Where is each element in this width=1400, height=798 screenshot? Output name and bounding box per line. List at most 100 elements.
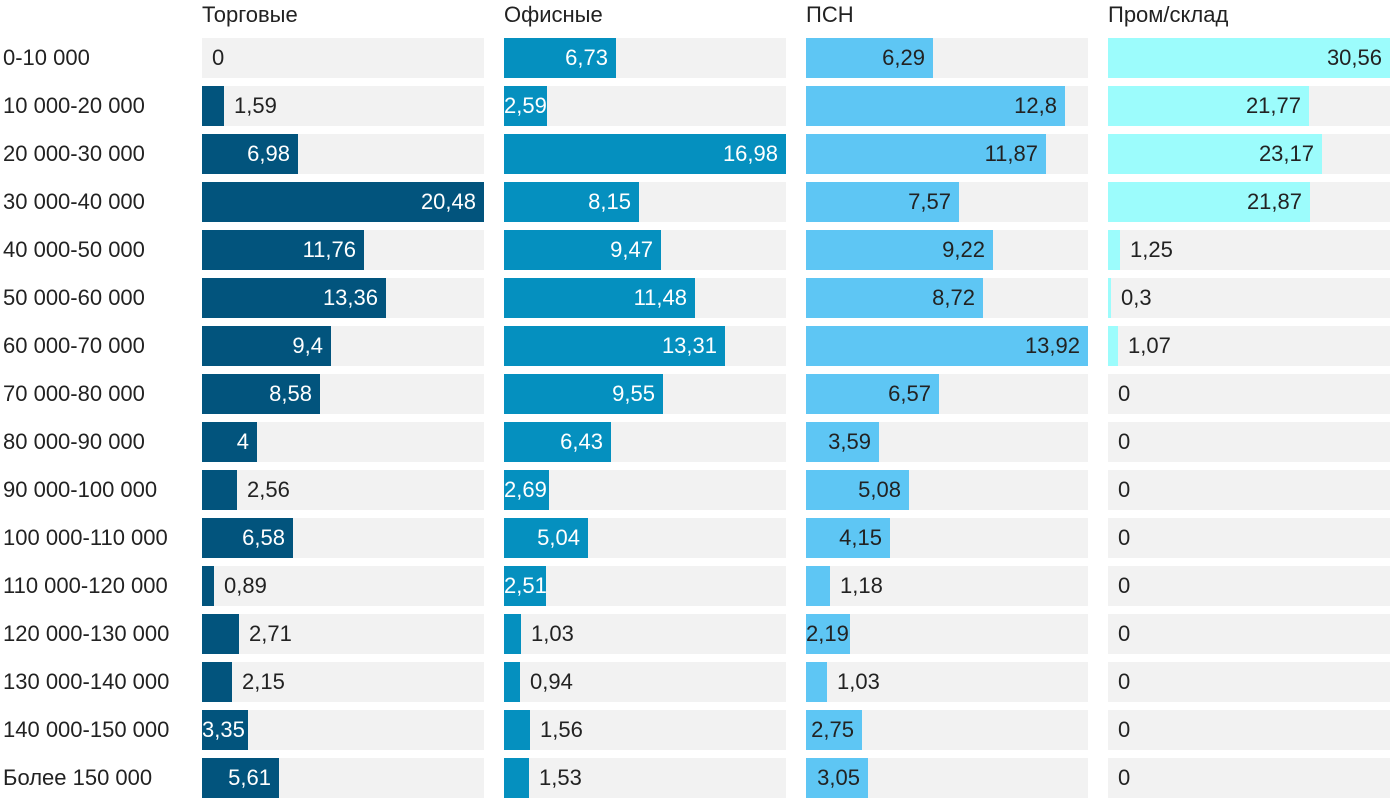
data-label: 1,18	[840, 573, 883, 598]
data-label: 23,17	[1258, 141, 1314, 166]
bar	[806, 134, 1046, 174]
bar	[1108, 182, 1310, 222]
category-label: 40 000-50 000	[3, 237, 145, 262]
data-label: 13,31	[661, 333, 717, 358]
bar-track	[504, 614, 786, 654]
category-label: 0-10 000	[3, 45, 90, 70]
data-label: 0	[1118, 381, 1131, 406]
bar-track	[1108, 470, 1390, 510]
data-label: 8,72	[932, 285, 975, 310]
bar	[202, 374, 320, 414]
bar-track	[806, 662, 1088, 702]
data-label: 2,71	[249, 621, 292, 646]
data-label: 1,25	[1130, 237, 1173, 262]
bar	[504, 422, 611, 462]
bar-track	[202, 566, 484, 606]
category-label: 60 000-70 000	[3, 333, 145, 358]
data-label: 6,58	[242, 525, 285, 550]
data-label: 7,57	[908, 189, 951, 214]
bar	[504, 326, 725, 366]
data-label: 13,92	[1024, 333, 1080, 358]
data-label: 12,8	[1014, 93, 1057, 118]
data-label: 2,56	[247, 477, 290, 502]
data-label: 0	[1118, 717, 1131, 742]
bar	[806, 374, 939, 414]
bar-track	[202, 710, 484, 750]
data-label: 2,15	[242, 669, 285, 694]
bar-track	[202, 614, 484, 654]
bar	[202, 566, 214, 606]
data-label: 3,05	[817, 765, 860, 790]
data-label: 2,75	[811, 717, 854, 742]
bar	[806, 566, 830, 606]
bar	[202, 134, 298, 174]
data-label: 5,08	[858, 477, 901, 502]
bar-track	[806, 614, 1088, 654]
bar	[202, 662, 232, 702]
bar-track	[1108, 326, 1390, 366]
bar	[202, 278, 386, 318]
bar-track	[202, 470, 484, 510]
bar	[504, 566, 546, 606]
data-label: 4	[236, 429, 249, 454]
data-label: 1,53	[539, 765, 582, 790]
data-label: 6,29	[882, 45, 925, 70]
bar	[504, 134, 786, 174]
bar	[504, 182, 639, 222]
bar	[504, 614, 521, 654]
bar	[504, 470, 549, 510]
bar	[806, 518, 890, 558]
category-label: 20 000-30 000	[3, 141, 145, 166]
category-label: 140 000-150 000	[3, 717, 170, 742]
bar-track	[504, 86, 786, 126]
category-label: 130 000-140 000	[3, 669, 170, 694]
bar-track	[1108, 662, 1390, 702]
data-label: 5,04	[537, 525, 580, 550]
category-label: 30 000-40 000	[3, 189, 145, 214]
bar	[504, 38, 616, 78]
data-label: 6,43	[560, 429, 603, 454]
data-label: 0	[1118, 669, 1131, 694]
bar	[504, 230, 661, 270]
data-label: 0	[1118, 477, 1131, 502]
category-label: 110 000-120 000	[3, 573, 168, 598]
bar	[806, 662, 827, 702]
category-label: 100 000-110 000	[3, 525, 168, 550]
bar-track	[202, 86, 484, 126]
data-label: 2,69	[504, 477, 547, 502]
bar-track	[1108, 518, 1390, 558]
data-label: 8,15	[588, 189, 631, 214]
data-label: 9,22	[942, 237, 985, 262]
bar	[806, 278, 983, 318]
data-label: 3,59	[828, 429, 871, 454]
data-label: 0	[1118, 525, 1131, 550]
data-label: 11,76	[302, 237, 356, 262]
bar	[202, 230, 364, 270]
bar	[1108, 134, 1322, 174]
bar-track	[202, 662, 484, 702]
category-label: 120 000-130 000	[3, 621, 170, 646]
data-label: 16,98	[722, 141, 778, 166]
bar	[806, 326, 1088, 366]
bar-track	[504, 662, 786, 702]
bar-track	[504, 710, 786, 750]
data-label: 5,61	[228, 765, 271, 790]
data-label: 0	[1118, 573, 1131, 598]
data-label: 8,58	[269, 381, 312, 406]
category-label: 50 000-60 000	[3, 285, 145, 310]
bar	[1108, 86, 1309, 126]
bar	[202, 182, 484, 222]
data-label: 3,35	[202, 717, 245, 742]
data-label: 11,48	[633, 285, 687, 310]
bar-track	[1108, 374, 1390, 414]
bar	[1108, 278, 1111, 318]
bar-track	[806, 566, 1088, 606]
category-label: 10 000-20 000	[3, 93, 145, 118]
bar	[1108, 230, 1120, 270]
bar	[504, 758, 529, 798]
data-label: 0	[1118, 621, 1131, 646]
series-title: ПСН	[806, 2, 854, 27]
bar	[202, 326, 331, 366]
bar-track	[504, 470, 786, 510]
